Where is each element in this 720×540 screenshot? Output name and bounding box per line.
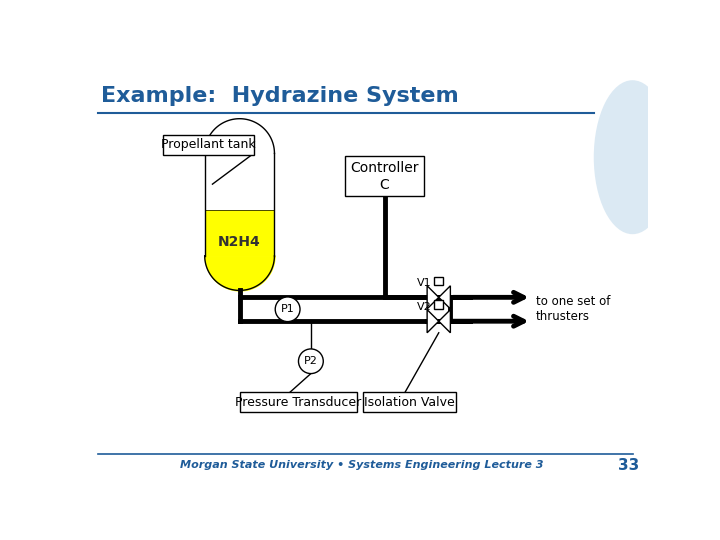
Text: P1: P1 — [281, 304, 294, 314]
Text: Morgan State University • Systems Engineering Lecture 3: Morgan State University • Systems Engine… — [179, 460, 543, 470]
Circle shape — [299, 349, 323, 374]
FancyBboxPatch shape — [345, 157, 424, 197]
Text: Propellant tank: Propellant tank — [161, 138, 256, 151]
Text: P2: P2 — [304, 356, 318, 366]
Text: Example:  Hydrazine System: Example: Hydrazine System — [101, 86, 459, 106]
Text: V1: V1 — [417, 279, 432, 288]
FancyBboxPatch shape — [163, 135, 253, 155]
Ellipse shape — [594, 80, 671, 234]
FancyBboxPatch shape — [204, 210, 274, 256]
FancyBboxPatch shape — [240, 392, 356, 412]
FancyBboxPatch shape — [434, 300, 443, 309]
Polygon shape — [438, 286, 451, 309]
Polygon shape — [427, 286, 438, 309]
FancyBboxPatch shape — [434, 276, 443, 285]
Polygon shape — [438, 309, 451, 333]
Text: to one set of
thrusters: to one set of thrusters — [536, 295, 610, 323]
FancyBboxPatch shape — [363, 392, 456, 412]
Text: Controller
C: Controller C — [350, 161, 419, 192]
Text: N2H4: N2H4 — [218, 235, 261, 249]
Text: 33: 33 — [618, 458, 639, 472]
Text: Isolation Valve: Isolation Valve — [364, 396, 454, 409]
Text: Pressure Transducer: Pressure Transducer — [235, 396, 361, 409]
Text: V2: V2 — [417, 302, 432, 312]
Circle shape — [275, 297, 300, 322]
Polygon shape — [427, 309, 438, 333]
